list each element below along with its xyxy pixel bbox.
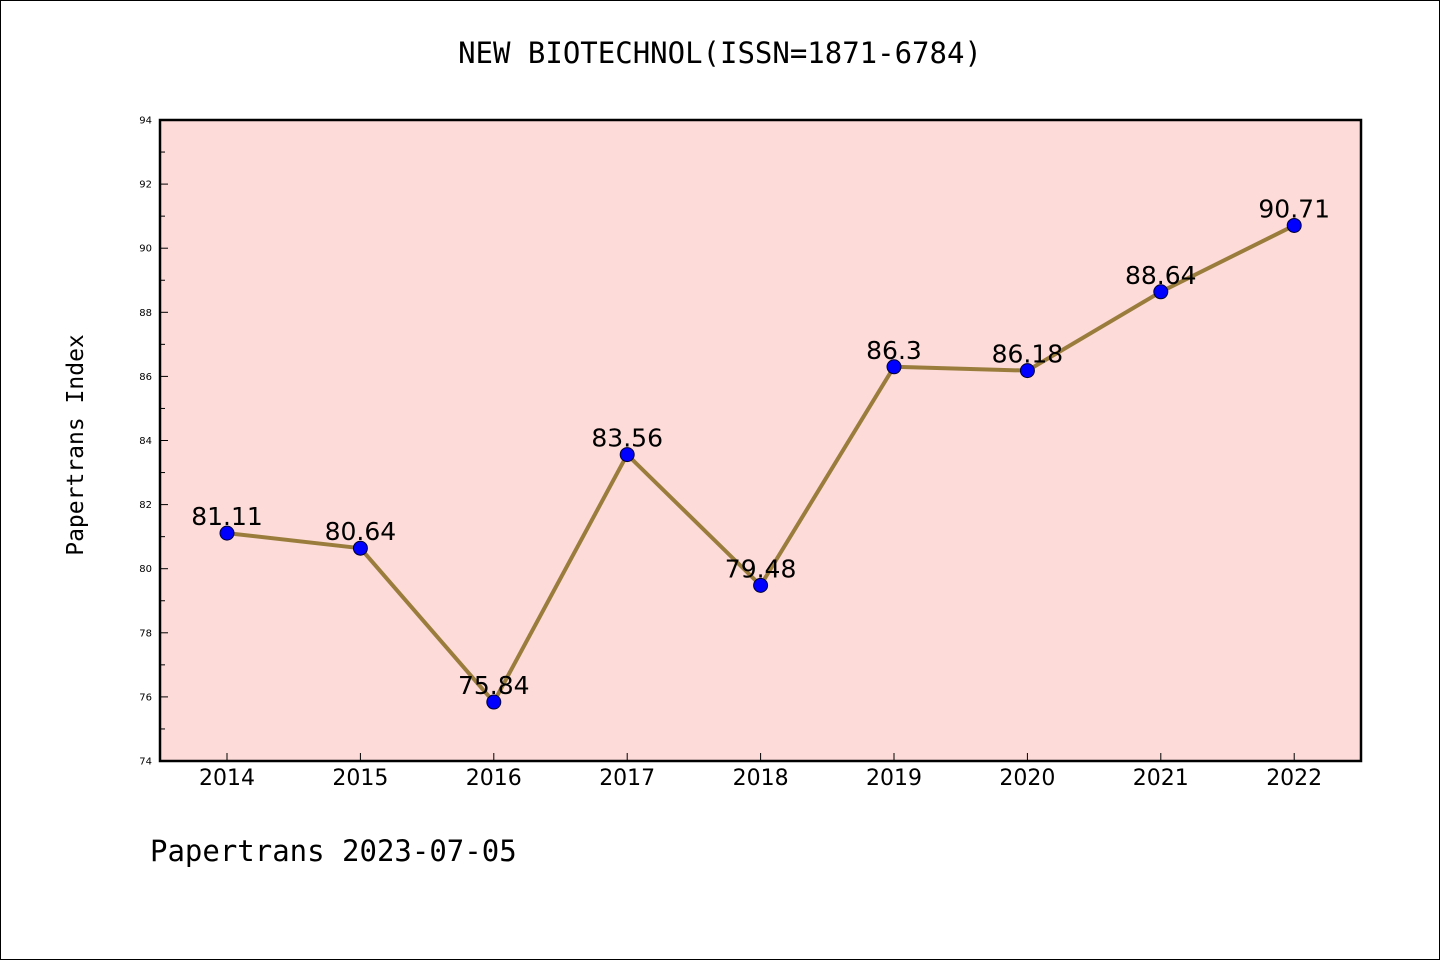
data-label: 88.64 bbox=[1125, 261, 1197, 290]
data-label: 86.3 bbox=[866, 336, 922, 365]
data-point bbox=[1286, 217, 1302, 233]
data-point bbox=[1019, 363, 1035, 379]
x-axis-ticks: 2014 2015 2016 2017 2018 2019 2020 2021 2022 bbox=[199, 753, 1322, 791]
data-point bbox=[886, 359, 902, 375]
y-tick-label: 92 bbox=[139, 180, 152, 191]
data-label: 80.64 bbox=[325, 517, 397, 546]
x-tick-label: 2018 bbox=[733, 766, 789, 791]
y-tick-label: 80 bbox=[139, 564, 152, 575]
data-point bbox=[619, 447, 635, 463]
x-tick-label: 2015 bbox=[332, 766, 388, 791]
data-labels: 81.11 80.64 75.84 83.56 79.48 86.3 86.18 88.64 9… bbox=[191, 194, 1330, 700]
data-label: 90.71 bbox=[1258, 194, 1330, 223]
data-label: 79.48 bbox=[725, 554, 797, 583]
x-tick-label: 2014 bbox=[199, 766, 255, 791]
x-tick-label: 2022 bbox=[1266, 766, 1322, 791]
x-tick-label: 2017 bbox=[599, 766, 655, 791]
data-point bbox=[1153, 284, 1169, 300]
data-point bbox=[219, 525, 235, 541]
y-tick-label: 90 bbox=[139, 244, 152, 255]
y-tick-label: 86 bbox=[139, 372, 152, 383]
y-tick-label: 76 bbox=[139, 692, 152, 703]
plot-area bbox=[158, 118, 1363, 763]
y-tick-label: 78 bbox=[139, 628, 152, 639]
data-label: 75.84 bbox=[458, 671, 530, 700]
data-point bbox=[352, 540, 368, 556]
y-tick-label: 94 bbox=[139, 116, 152, 127]
x-tick-label: 2016 bbox=[466, 766, 522, 791]
data-label: 81.11 bbox=[191, 502, 263, 531]
y-tick-label: 74 bbox=[139, 757, 152, 768]
y-tick-label: 88 bbox=[139, 308, 152, 319]
y-axis-ticks: 74 76 78 80 82 84 86 88 90 92 94 bbox=[139, 116, 168, 768]
y-tick-label: 84 bbox=[139, 436, 152, 447]
x-tick-label: 2019 bbox=[866, 766, 922, 791]
data-label: 83.56 bbox=[591, 424, 663, 453]
x-tick-label: 2020 bbox=[999, 766, 1055, 791]
data-point bbox=[486, 694, 502, 710]
data-markers bbox=[219, 217, 1302, 710]
data-point bbox=[753, 577, 769, 593]
data-label: 86.18 bbox=[992, 340, 1064, 369]
footer-note: Papertrans 2023-07-05 bbox=[150, 834, 517, 868]
y-tick-label: 82 bbox=[139, 500, 152, 511]
chart-title: NEW BIOTECHNOL(ISSN=1871-6784) bbox=[458, 36, 982, 70]
x-tick-label: 2021 bbox=[1133, 766, 1189, 791]
